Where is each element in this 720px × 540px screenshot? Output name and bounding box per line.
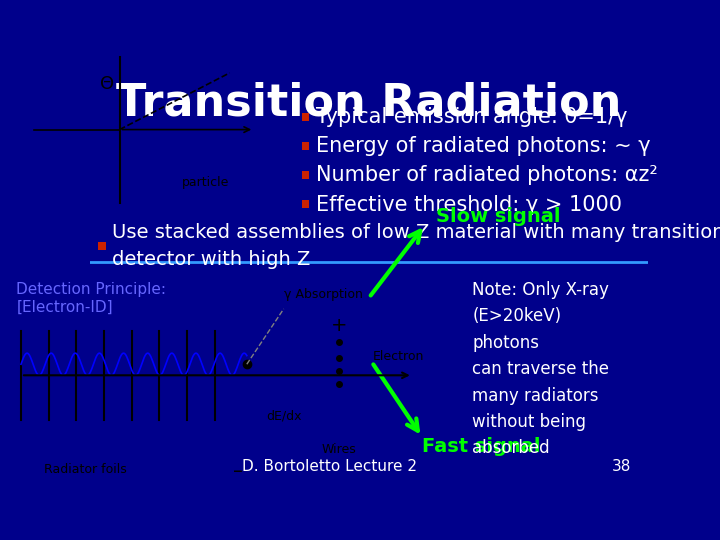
- Text: Radiator foils: Radiator foils: [44, 463, 127, 476]
- Text: particle: particle: [181, 176, 229, 190]
- Text: Transition Radiation: Transition Radiation: [117, 82, 621, 124]
- Text: Fast signal: Fast signal: [422, 437, 541, 456]
- FancyBboxPatch shape: [302, 142, 310, 150]
- Text: Electron: Electron: [373, 350, 425, 363]
- Text: Effective threshold: γ > 1000: Effective threshold: γ > 1000: [316, 194, 622, 214]
- Text: Θ: Θ: [100, 75, 114, 93]
- FancyBboxPatch shape: [302, 113, 310, 121]
- FancyBboxPatch shape: [99, 241, 106, 250]
- Text: Energy of radiated photons: ~ γ: Energy of radiated photons: ~ γ: [316, 136, 651, 156]
- FancyBboxPatch shape: [302, 200, 310, 208]
- Text: dE/dx: dE/dx: [266, 409, 302, 423]
- Text: +: +: [330, 316, 347, 335]
- Text: 38: 38: [612, 460, 631, 474]
- Text: Number of radiated photons: αz²: Number of radiated photons: αz²: [316, 165, 658, 185]
- Text: –: –: [233, 462, 243, 481]
- Text: Slow signal: Slow signal: [436, 207, 560, 226]
- Text: γ Absorption: γ Absorption: [284, 288, 363, 301]
- Text: Wires: Wires: [322, 443, 356, 456]
- Text: Typical emission angle: θ=1/γ: Typical emission angle: θ=1/γ: [316, 107, 628, 127]
- Text: Detection Principle:
[Electron-ID]: Detection Principle: [Electron-ID]: [17, 282, 166, 315]
- Text: Use stacked assemblies of low Z material with many transitions and a
detector wi: Use stacked assemblies of low Z material…: [112, 224, 720, 269]
- FancyBboxPatch shape: [302, 171, 310, 179]
- Text: Note: Only X-ray
(E>20keV)
photons
can traverse the
many radiators
without being: Note: Only X-ray (E>20keV) photons can t…: [472, 281, 609, 457]
- Text: D. Bortoletto Lecture 2: D. Bortoletto Lecture 2: [243, 460, 418, 474]
